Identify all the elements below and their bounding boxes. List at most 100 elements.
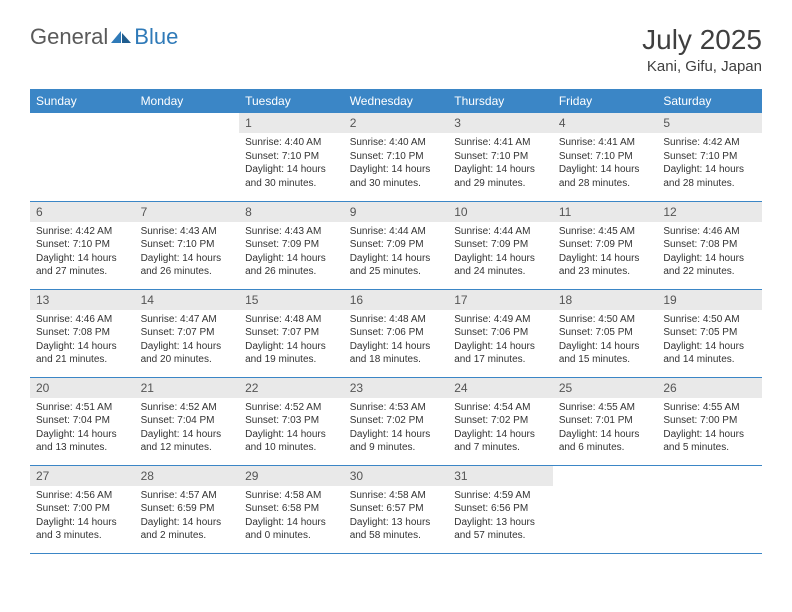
day-number: 27 (30, 466, 135, 486)
sunset-text: Sunset: 7:02 PM (454, 414, 547, 428)
day-details: Sunrise: 4:53 AMSunset: 7:02 PMDaylight:… (344, 398, 449, 461)
day-number: 11 (553, 202, 658, 222)
sunset-text: Sunset: 7:09 PM (245, 238, 338, 252)
daylight-text: Daylight: 14 hours and 26 minutes. (141, 252, 234, 279)
calendar-table: SundayMondayTuesdayWednesdayThursdayFrid… (30, 89, 762, 554)
sunrise-text: Sunrise: 4:58 AM (350, 489, 443, 503)
sunrise-text: Sunrise: 4:41 AM (454, 136, 547, 150)
day-number: 15 (239, 290, 344, 310)
day-number: 13 (30, 290, 135, 310)
sunset-text: Sunset: 6:56 PM (454, 502, 547, 516)
calendar-empty-cell (135, 113, 240, 201)
day-number: 24 (448, 378, 553, 398)
sunset-text: Sunset: 7:05 PM (663, 326, 756, 340)
day-details: Sunrise: 4:55 AMSunset: 7:00 PMDaylight:… (657, 398, 762, 461)
calendar-day-cell: 13Sunrise: 4:46 AMSunset: 7:08 PMDayligh… (30, 289, 135, 377)
daylight-text: Daylight: 14 hours and 13 minutes. (36, 428, 129, 455)
day-details: Sunrise: 4:47 AMSunset: 7:07 PMDaylight:… (135, 310, 240, 373)
day-header-thursday: Thursday (448, 89, 553, 113)
calendar-day-cell: 30Sunrise: 4:58 AMSunset: 6:57 PMDayligh… (344, 465, 449, 553)
day-number: 4 (553, 113, 658, 133)
calendar-day-cell: 12Sunrise: 4:46 AMSunset: 7:08 PMDayligh… (657, 201, 762, 289)
month-year-title: July 2025 (642, 24, 762, 56)
calendar-empty-cell (553, 465, 658, 553)
sunrise-text: Sunrise: 4:51 AM (36, 401, 129, 415)
calendar-day-cell: 6Sunrise: 4:42 AMSunset: 7:10 PMDaylight… (30, 201, 135, 289)
day-details: Sunrise: 4:40 AMSunset: 7:10 PMDaylight:… (239, 133, 344, 196)
daylight-text: Daylight: 14 hours and 9 minutes. (350, 428, 443, 455)
day-number: 5 (657, 113, 762, 133)
day-number: 29 (239, 466, 344, 486)
sunrise-text: Sunrise: 4:52 AM (245, 401, 338, 415)
logo-sail-icon (110, 30, 132, 44)
calendar-day-cell: 1Sunrise: 4:40 AMSunset: 7:10 PMDaylight… (239, 113, 344, 201)
calendar-body: 1Sunrise: 4:40 AMSunset: 7:10 PMDaylight… (30, 113, 762, 553)
calendar-day-cell: 9Sunrise: 4:44 AMSunset: 7:09 PMDaylight… (344, 201, 449, 289)
day-number: 6 (30, 202, 135, 222)
daylight-text: Daylight: 14 hours and 0 minutes. (245, 516, 338, 543)
sunrise-text: Sunrise: 4:43 AM (141, 225, 234, 239)
day-number: 19 (657, 290, 762, 310)
calendar-empty-cell (30, 113, 135, 201)
daylight-text: Daylight: 14 hours and 2 minutes. (141, 516, 234, 543)
sunset-text: Sunset: 6:58 PM (245, 502, 338, 516)
sunset-text: Sunset: 7:10 PM (663, 150, 756, 164)
calendar-day-cell: 11Sunrise: 4:45 AMSunset: 7:09 PMDayligh… (553, 201, 658, 289)
daylight-text: Daylight: 14 hours and 20 minutes. (141, 340, 234, 367)
day-header-tuesday: Tuesday (239, 89, 344, 113)
day-header-sunday: Sunday (30, 89, 135, 113)
logo: General Blue (30, 24, 178, 50)
day-details: Sunrise: 4:50 AMSunset: 7:05 PMDaylight:… (553, 310, 658, 373)
sunrise-text: Sunrise: 4:59 AM (454, 489, 547, 503)
daylight-text: Daylight: 14 hours and 19 minutes. (245, 340, 338, 367)
day-number: 21 (135, 378, 240, 398)
day-number: 22 (239, 378, 344, 398)
daylight-text: Daylight: 14 hours and 17 minutes. (454, 340, 547, 367)
sunset-text: Sunset: 7:00 PM (36, 502, 129, 516)
calendar-day-cell: 25Sunrise: 4:55 AMSunset: 7:01 PMDayligh… (553, 377, 658, 465)
calendar-day-cell: 2Sunrise: 4:40 AMSunset: 7:10 PMDaylight… (344, 113, 449, 201)
sunrise-text: Sunrise: 4:46 AM (663, 225, 756, 239)
calendar-empty-cell (657, 465, 762, 553)
day-details: Sunrise: 4:44 AMSunset: 7:09 PMDaylight:… (344, 222, 449, 285)
day-header-wednesday: Wednesday (344, 89, 449, 113)
sunset-text: Sunset: 7:07 PM (141, 326, 234, 340)
day-header-monday: Monday (135, 89, 240, 113)
day-details: Sunrise: 4:42 AMSunset: 7:10 PMDaylight:… (657, 133, 762, 196)
day-details: Sunrise: 4:46 AMSunset: 7:08 PMDaylight:… (657, 222, 762, 285)
daylight-text: Daylight: 14 hours and 5 minutes. (663, 428, 756, 455)
sunset-text: Sunset: 7:08 PM (36, 326, 129, 340)
calendar-week-row: 20Sunrise: 4:51 AMSunset: 7:04 PMDayligh… (30, 377, 762, 465)
daylight-text: Daylight: 14 hours and 14 minutes. (663, 340, 756, 367)
daylight-text: Daylight: 14 hours and 30 minutes. (350, 163, 443, 190)
sunset-text: Sunset: 7:09 PM (559, 238, 652, 252)
calendar-day-cell: 3Sunrise: 4:41 AMSunset: 7:10 PMDaylight… (448, 113, 553, 201)
sunset-text: Sunset: 7:10 PM (245, 150, 338, 164)
day-details: Sunrise: 4:48 AMSunset: 7:06 PMDaylight:… (344, 310, 449, 373)
sunset-text: Sunset: 7:09 PM (454, 238, 547, 252)
calendar-day-cell: 5Sunrise: 4:42 AMSunset: 7:10 PMDaylight… (657, 113, 762, 201)
daylight-text: Daylight: 14 hours and 30 minutes. (245, 163, 338, 190)
daylight-text: Daylight: 14 hours and 7 minutes. (454, 428, 547, 455)
day-number: 23 (344, 378, 449, 398)
daylight-text: Daylight: 13 hours and 57 minutes. (454, 516, 547, 543)
daylight-text: Daylight: 13 hours and 58 minutes. (350, 516, 443, 543)
day-number: 16 (344, 290, 449, 310)
day-details: Sunrise: 4:51 AMSunset: 7:04 PMDaylight:… (30, 398, 135, 461)
sunset-text: Sunset: 7:00 PM (663, 414, 756, 428)
calendar-day-cell: 27Sunrise: 4:56 AMSunset: 7:00 PMDayligh… (30, 465, 135, 553)
calendar-day-cell: 29Sunrise: 4:58 AMSunset: 6:58 PMDayligh… (239, 465, 344, 553)
daylight-text: Daylight: 14 hours and 28 minutes. (559, 163, 652, 190)
sunrise-text: Sunrise: 4:46 AM (36, 313, 129, 327)
location-text: Kani, Gifu, Japan (642, 58, 762, 75)
day-number: 31 (448, 466, 553, 486)
sunrise-text: Sunrise: 4:53 AM (350, 401, 443, 415)
day-details: Sunrise: 4:41 AMSunset: 7:10 PMDaylight:… (448, 133, 553, 196)
day-number: 26 (657, 378, 762, 398)
sunset-text: Sunset: 7:10 PM (350, 150, 443, 164)
day-number: 25 (553, 378, 658, 398)
day-details: Sunrise: 4:42 AMSunset: 7:10 PMDaylight:… (30, 222, 135, 285)
day-number: 9 (344, 202, 449, 222)
day-number: 20 (30, 378, 135, 398)
title-block: July 2025 Kani, Gifu, Japan (642, 24, 762, 75)
